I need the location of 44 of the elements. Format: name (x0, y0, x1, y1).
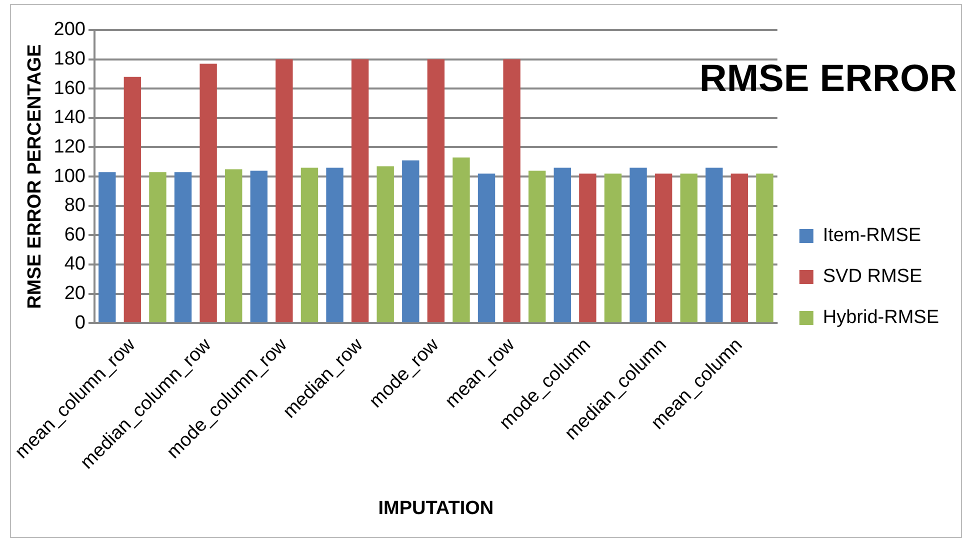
legend-label: Item-RMSE (822, 225, 922, 246)
bar (300, 168, 318, 322)
bar (276, 59, 293, 322)
bar (554, 168, 571, 322)
bar (654, 174, 672, 322)
bar (680, 174, 698, 322)
bar (149, 172, 166, 322)
bar (630, 168, 647, 322)
bar (200, 64, 217, 322)
y-tick-label: 60 (64, 224, 86, 246)
bar (326, 168, 344, 322)
x-axis-title: IMPUTATION (378, 498, 494, 519)
y-tick-label: 0 (74, 312, 86, 334)
bar (604, 174, 622, 322)
y-tick-label: 40 (64, 254, 86, 275)
bar (706, 168, 723, 322)
bar (427, 59, 445, 322)
bar (579, 174, 596, 322)
bar (756, 174, 774, 322)
y-tick-label: 180 (54, 48, 86, 70)
bar (452, 158, 470, 322)
bar (528, 170, 546, 322)
bar (351, 59, 369, 322)
bar (98, 172, 116, 322)
bar (376, 166, 394, 322)
bar (250, 170, 268, 322)
text: RMSE ERROR (699, 58, 957, 101)
bar (225, 169, 242, 322)
bar (124, 76, 142, 322)
y-axis-title: RMSE ERROR PERCENTAGE (24, 44, 46, 309)
bar (730, 174, 748, 322)
y-tick-label: 200 (54, 19, 86, 40)
bar (503, 59, 520, 322)
legend-label: SVD RMSE (822, 266, 922, 288)
y-tick-label: 140 (54, 107, 86, 128)
y-tick-label: 160 (54, 78, 86, 99)
y-tick-label: 100 (54, 166, 86, 187)
legend-label: Hybrid-RMSE (822, 307, 939, 328)
y-tick-label: 120 (54, 136, 86, 158)
bar (402, 160, 420, 322)
bar (174, 172, 192, 322)
bar (478, 174, 496, 322)
y-tick-label: 20 (64, 283, 86, 304)
y-tick-label: 80 (64, 195, 86, 216)
